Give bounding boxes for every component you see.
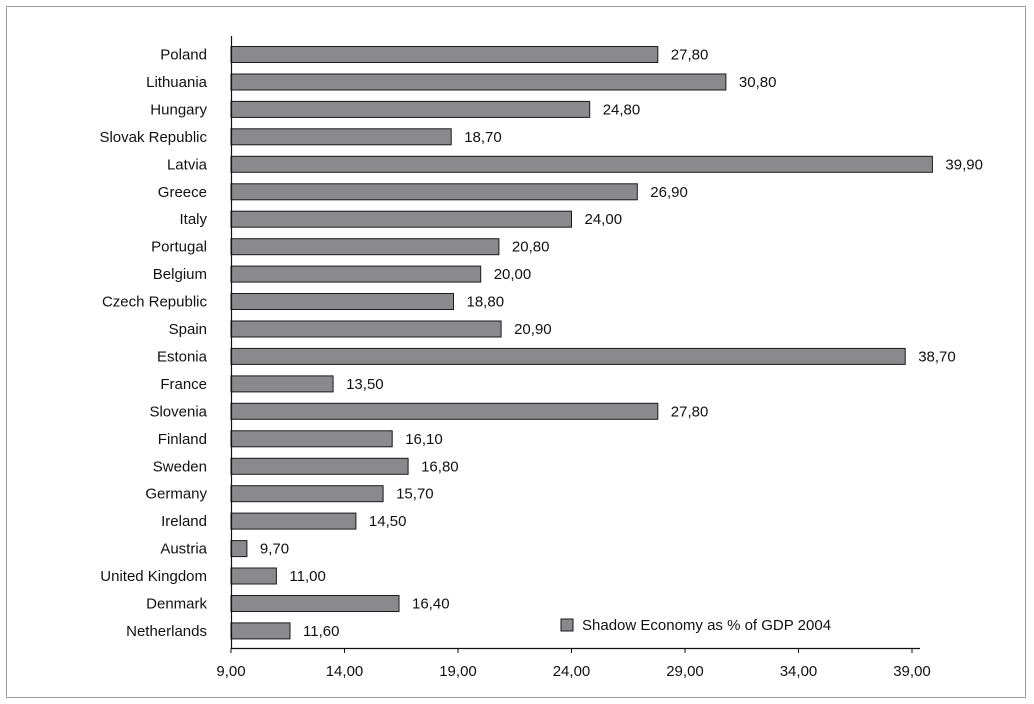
category-label: Latvia [167, 156, 208, 173]
category-label: Poland [160, 47, 207, 64]
value-label: 24,80 [603, 101, 641, 118]
bar-germany [230, 485, 384, 503]
bar-hungary [230, 100, 591, 118]
bar-portugal [230, 238, 500, 256]
value-label: 16,40 [412, 596, 450, 613]
value-label: 20,90 [514, 321, 552, 338]
legend-label: Shadow Economy as % of GDP 2004 [582, 617, 831, 634]
value-label: 26,90 [650, 184, 688, 201]
value-label: 15,70 [396, 486, 434, 503]
bar-slovenia [230, 402, 659, 420]
category-label: Germany [145, 486, 207, 503]
value-label: 14,50 [369, 513, 407, 530]
bar-latvia [230, 155, 933, 173]
x-tick-label: 19,00 [439, 663, 477, 680]
legend-swatch [560, 618, 574, 632]
bar-belgium [230, 265, 482, 283]
x-tick-label: 34,00 [780, 663, 818, 680]
category-label: Italy [179, 211, 207, 228]
bar-greece [230, 183, 638, 201]
bar-sweden [230, 457, 409, 475]
value-label: 16,10 [405, 431, 443, 448]
category-label: Hungary [150, 101, 207, 118]
bar-france [230, 375, 334, 393]
x-tick-label: 14,00 [326, 663, 364, 680]
x-tick-label: 9,00 [216, 663, 245, 680]
bar-austria [230, 540, 248, 558]
bar-estonia [230, 347, 906, 365]
bar-spain [230, 320, 502, 338]
value-label: 39,90 [945, 156, 983, 173]
category-label: Austria [160, 541, 207, 558]
category-label: United Kingdom [100, 568, 207, 585]
value-label: 27,80 [671, 403, 709, 420]
value-label: 11,00 [289, 568, 325, 585]
category-label: Greece [158, 184, 207, 201]
value-label: 16,80 [421, 458, 459, 475]
value-label: 13,50 [346, 376, 384, 393]
value-label: 9,70 [260, 541, 289, 558]
bar-italy [230, 210, 572, 228]
bar-czech-republic [230, 293, 454, 310]
bar-lithuania [230, 73, 727, 91]
bar-poland [230, 46, 659, 63]
bar-netherlands [230, 622, 291, 640]
value-label: 20,00 [494, 266, 532, 283]
value-label: 20,80 [512, 239, 550, 256]
x-tick-label: 29,00 [666, 663, 704, 680]
value-label: 18,80 [467, 294, 505, 311]
category-label: Spain [169, 321, 207, 338]
category-label: Estonia [157, 348, 208, 365]
category-label: Denmark [146, 596, 207, 613]
value-label: 24,00 [585, 211, 623, 228]
bar-ireland [230, 512, 357, 530]
value-label: 11,60 [303, 623, 339, 640]
x-tick-label: 39,00 [893, 663, 931, 680]
value-label: 30,80 [739, 74, 777, 91]
category-label: Ireland [161, 513, 207, 530]
category-label: Netherlands [126, 623, 207, 640]
category-label: Slovak Republic [99, 129, 207, 146]
bar-denmark [230, 595, 400, 612]
category-label: Portugal [151, 239, 207, 256]
bar-finland [230, 430, 393, 448]
value-label: 38,70 [918, 348, 956, 365]
category-label: Finland [158, 431, 207, 448]
category-label: Belgium [153, 266, 207, 283]
category-label: France [160, 376, 207, 393]
value-label: 18,70 [464, 129, 502, 146]
bar-united-kingdom [230, 567, 277, 585]
category-label: Sweden [153, 458, 207, 475]
x-tick-label: 24,00 [553, 663, 591, 680]
category-label: Slovenia [149, 403, 207, 420]
category-label: Czech Republic [102, 294, 208, 311]
value-label: 27,80 [671, 47, 709, 64]
category-label: Lithuania [146, 74, 208, 91]
bar-slovak-republic [230, 128, 452, 146]
